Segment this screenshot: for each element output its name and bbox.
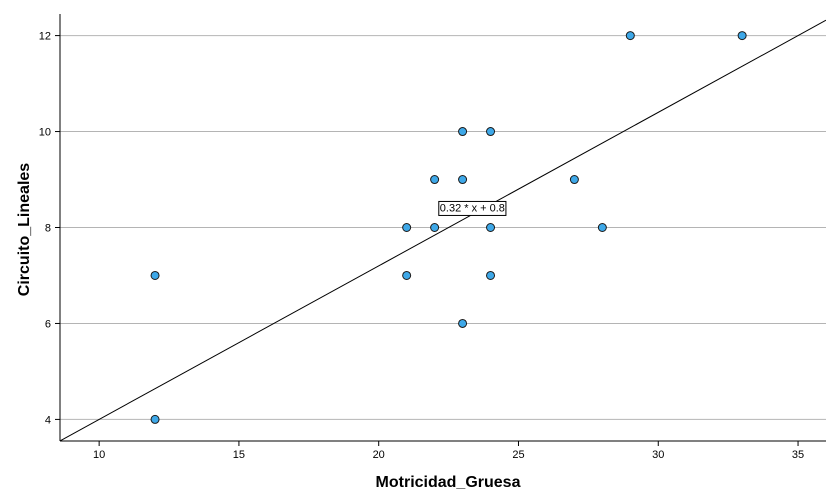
data-point — [569, 175, 579, 185]
data-point — [486, 270, 496, 280]
fit-equation-box — [438, 200, 507, 216]
y-tick-label: 6 — [45, 318, 51, 330]
x-axis-title: Motricidad_Gruesa — [376, 474, 521, 489]
y-tick-label: 10 — [39, 127, 51, 139]
fit-line-group — [59, 19, 826, 442]
y-tick-label: 12 — [39, 31, 51, 43]
fit-line — [59, 19, 826, 442]
x-tick-label: 30 — [652, 449, 664, 461]
data-points — [150, 31, 747, 424]
data-point — [402, 270, 412, 280]
data-point — [402, 223, 412, 232]
axes: 4 6 8 10 12 10 15 20 25 30 35 — [39, 14, 826, 461]
y-tick-label: 4 — [45, 414, 51, 426]
data-point — [458, 318, 468, 328]
data-point — [737, 31, 747, 41]
x-tick-label: 35 — [792, 449, 804, 461]
fit-equation-label: 0.32 * x + 0.8 — [440, 202, 505, 214]
data-point — [150, 414, 160, 424]
data-point — [486, 127, 496, 137]
data-point — [458, 127, 468, 137]
data-point — [430, 223, 440, 232]
x-tick-label: 10 — [93, 449, 105, 461]
data-point — [625, 31, 635, 41]
x-tick-label: 25 — [512, 449, 524, 461]
fit-annotation: 0.32 * x + 0.8 — [438, 200, 507, 216]
data-point — [150, 270, 160, 280]
grid-lines — [60, 35, 826, 420]
data-point — [430, 175, 440, 185]
y-axis-title: Circuito_Lineales — [16, 163, 33, 296]
x-tick-label: 20 — [373, 449, 385, 461]
y-tick-label: 8 — [45, 223, 51, 235]
data-point — [458, 175, 468, 185]
x-tick-label: 15 — [233, 449, 245, 461]
data-point — [597, 223, 607, 232]
data-point — [486, 223, 496, 232]
